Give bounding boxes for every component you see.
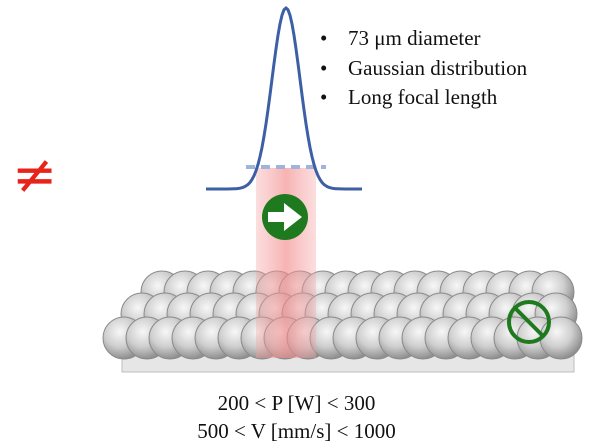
not-equal-symbol: ≠ xyxy=(12,143,58,206)
power-range: 200 < P [W] < 300 xyxy=(217,391,376,415)
spec-focal-length: Long focal length xyxy=(318,83,527,113)
spec-distribution: Gaussian distribution xyxy=(318,54,527,84)
laser-spec-list: 73 μm diameter Gaussian distribution Lon… xyxy=(318,24,527,113)
velocity-range: 500 < V [mm/s] < 1000 xyxy=(197,419,396,443)
prohibited-icon xyxy=(507,300,551,344)
right-arrow-icon xyxy=(262,194,308,240)
powder-particle xyxy=(539,316,583,360)
spec-diameter: 73 μm diameter xyxy=(318,24,527,54)
gaussian-intensity-curve xyxy=(206,5,362,191)
